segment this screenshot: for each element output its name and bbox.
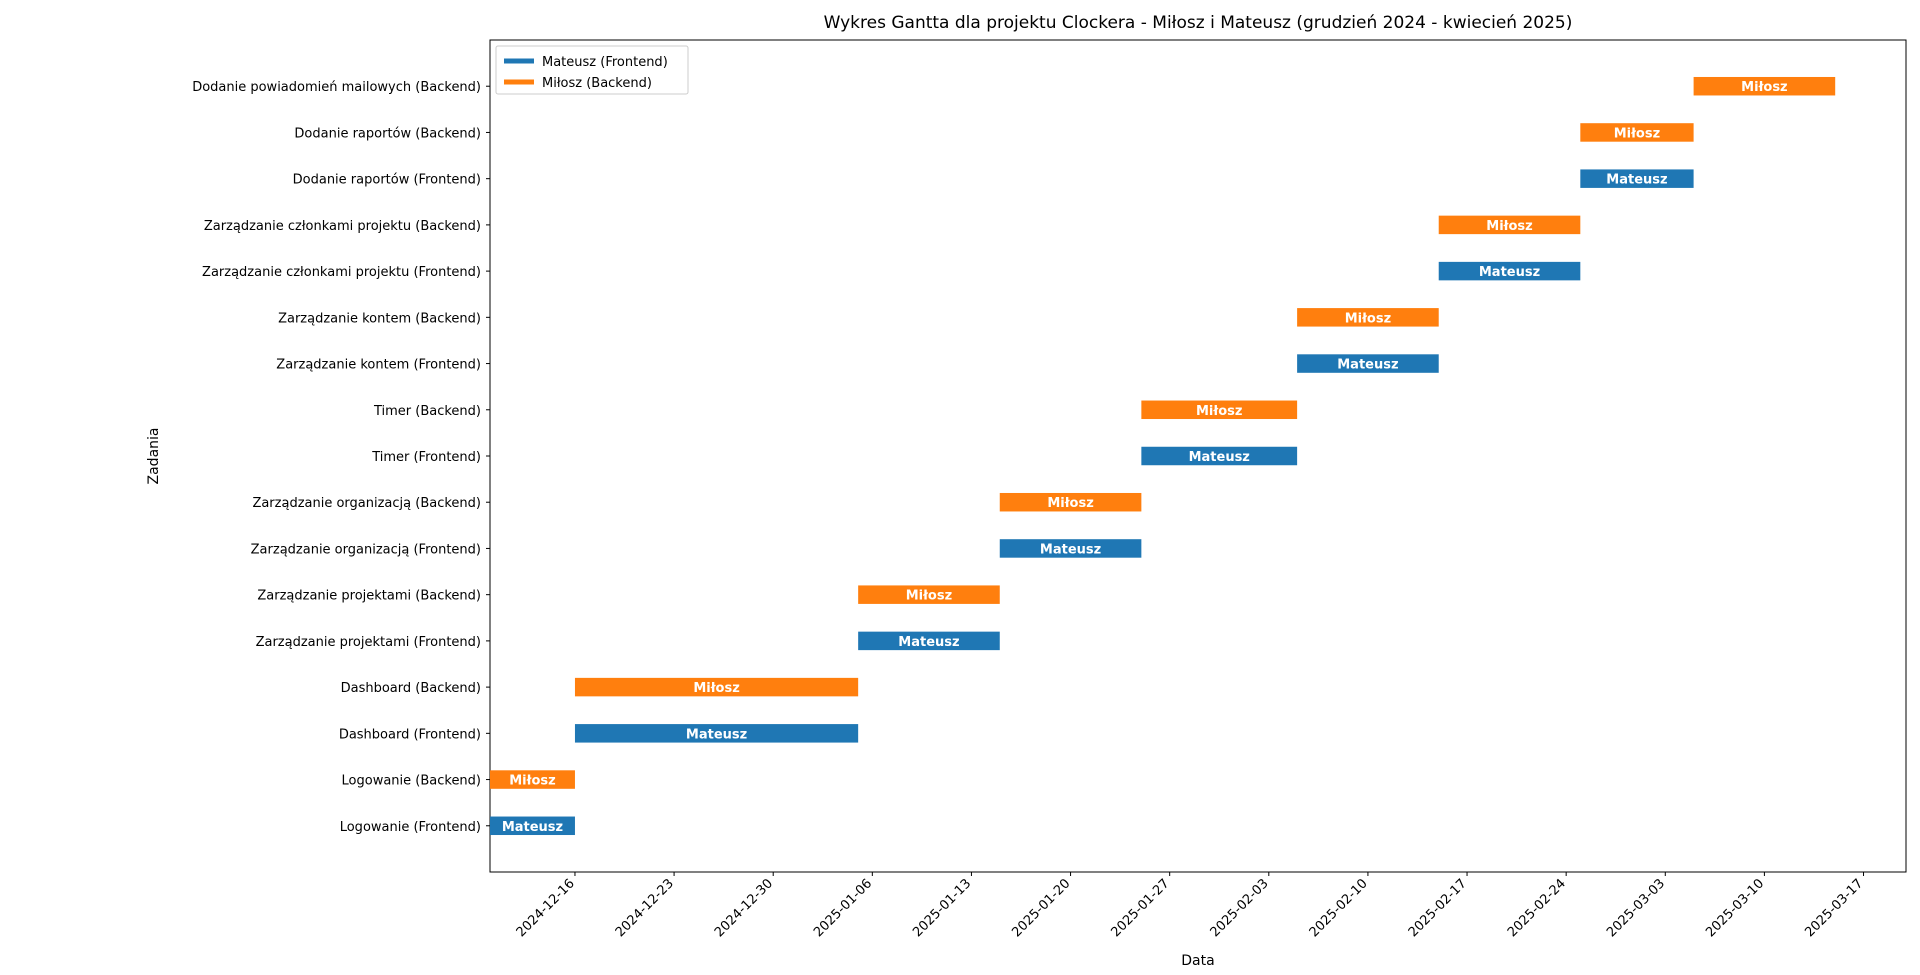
gantt-bar — [574, 724, 859, 743]
y-tick-label: Dashboard (Backend) — [341, 681, 481, 696]
gantt-bar — [858, 631, 1000, 651]
y-tick-label: Dodanie powiadomień mailowych (Backend) — [192, 80, 481, 95]
gantt-bar — [1580, 123, 1694, 142]
x-tick-label: 2025-02-24 — [1505, 876, 1569, 940]
bar-label: Mateusz — [502, 820, 563, 835]
plot-area: Mateusz Logowanie (Frontend) Miłosz Logowan… — [192, 39, 1907, 940]
y-tick-label: Dodanie raportów (Backend) — [294, 126, 481, 141]
bar-label: Mateusz — [1189, 450, 1250, 465]
legend-label: Miłosz (Backend) — [542, 76, 652, 91]
y-tick-label: Zarządzanie członkami projektu (Backend) — [204, 219, 481, 234]
bar-label: Mateusz — [898, 635, 959, 650]
bar-label: Miłosz — [1486, 219, 1532, 234]
y-tick-label: Timer (Frontend) — [371, 450, 481, 465]
x-tick-label: 2025-02-03 — [1208, 876, 1272, 940]
bar-label: Mateusz — [1040, 542, 1101, 557]
gantt-bar — [1141, 400, 1298, 420]
gantt-bar — [1580, 169, 1694, 188]
y-tick-label: Logowanie (Frontend) — [340, 820, 481, 835]
bar-label: Miłosz — [693, 681, 739, 696]
bar-label: Miłosz — [1196, 404, 1242, 419]
gantt-bar — [1297, 308, 1439, 327]
legend-label: Mateusz (Frontend) — [542, 55, 668, 70]
bar-label: Mateusz — [1479, 265, 1540, 280]
y-axis-label: Zadania — [146, 428, 162, 485]
y-tick-label: Zarządzanie kontem (Backend) — [278, 311, 481, 326]
y-tick-label: Logowanie (Backend) — [342, 774, 481, 789]
x-tick-label: 2024-12-30 — [712, 876, 776, 940]
y-tick-label: Zarządzanie organizacją (Backend) — [252, 496, 481, 511]
gantt-bar — [1438, 215, 1581, 235]
bar-label: Miłosz — [509, 774, 555, 789]
x-tick-label: 2024-12-23 — [613, 876, 677, 940]
gantt-bar — [1297, 354, 1439, 373]
gantt-bar — [858, 585, 1000, 604]
gantt-bar — [574, 677, 859, 697]
x-tick-label: 2025-01-13 — [910, 876, 974, 940]
legend-box — [495, 45, 689, 95]
y-tick-label: Dashboard (Frontend) — [339, 727, 481, 742]
chart-title: Wykres Gantta dla projektu Clockera - Mi… — [824, 13, 1573, 33]
gantt-bar — [490, 816, 575, 836]
x-axis-label: Data — [1181, 953, 1214, 969]
x-tick-label: 2025-03-17 — [1802, 876, 1866, 940]
gantt-bar — [999, 539, 1142, 558]
bar-label: Miłosz — [1741, 80, 1787, 95]
x-tick-label: 2025-03-10 — [1703, 876, 1767, 940]
x-tick-label: 2025-01-20 — [1009, 876, 1073, 940]
gantt-bar — [1141, 446, 1298, 466]
gantt-bar — [490, 770, 575, 789]
x-tick-label: 2025-02-17 — [1406, 876, 1470, 940]
gantt-bar — [1693, 76, 1836, 96]
y-tick-label: Zarządzanie kontem (Frontend) — [276, 358, 481, 373]
gantt-bar — [999, 492, 1142, 512]
legend: Mateusz (Frontend) Miłosz (Backend) — [495, 45, 689, 95]
bar-label: Mateusz — [1337, 358, 1398, 373]
x-tick-label: 2025-01-27 — [1108, 876, 1172, 940]
y-tick-label: Zarządzanie organizacją (Frontend) — [251, 542, 481, 557]
y-tick-label: Dodanie raportów (Frontend) — [293, 173, 481, 188]
bar-label: Miłosz — [1345, 311, 1391, 326]
y-tick-label: Zarządzanie projektami (Frontend) — [256, 635, 481, 650]
bar-label: Mateusz — [686, 727, 747, 742]
x-tick-label: 2025-03-03 — [1604, 876, 1668, 940]
x-tick-label: 2025-01-06 — [811, 876, 875, 940]
y-tick-label: Zarządzanie projektami (Backend) — [257, 589, 481, 604]
bar-label: Miłosz — [906, 589, 952, 604]
x-tick-label: 2025-02-10 — [1307, 876, 1371, 940]
gantt-bar — [1438, 261, 1581, 281]
x-tick-label: 2024-12-16 — [514, 876, 578, 940]
y-tick-label: Timer (Backend) — [373, 404, 481, 419]
bar-label: Miłosz — [1047, 496, 1093, 511]
y-tick-label: Zarządzanie członkami projektu (Frontend… — [202, 265, 481, 280]
bar-label: Mateusz — [1606, 173, 1667, 188]
bar-label: Miłosz — [1614, 126, 1660, 141]
